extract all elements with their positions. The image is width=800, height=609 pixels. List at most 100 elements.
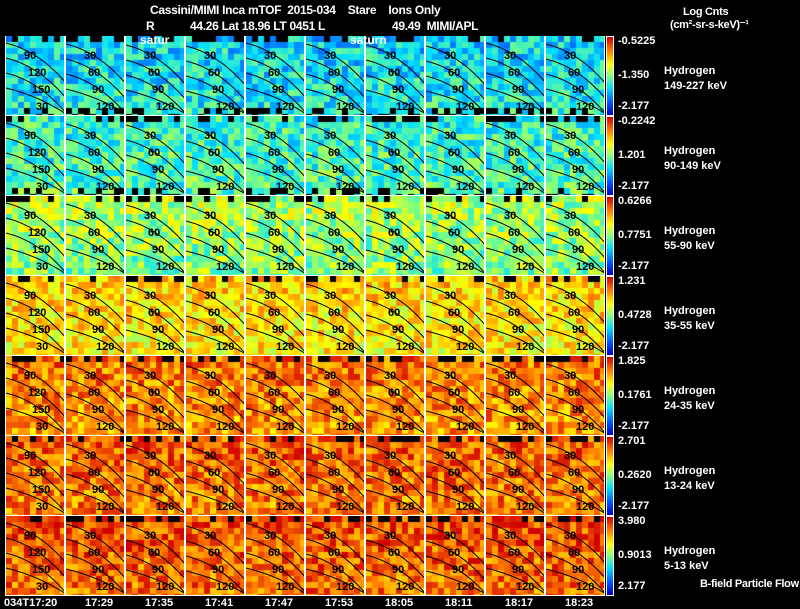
contour-label: 120 bbox=[336, 261, 355, 273]
contour-label: 120 bbox=[516, 581, 535, 593]
contour-lines bbox=[546, 363, 604, 434]
contour-label: 90 bbox=[92, 404, 105, 416]
image-panel: 30 60 90 120 bbox=[125, 516, 185, 596]
contour-label: 30 bbox=[144, 50, 157, 62]
image-panel: 30 60 90 120 bbox=[485, 276, 545, 356]
contour-label: 60 bbox=[208, 147, 221, 159]
channel-label: Hydrogen 5-13 keV bbox=[664, 544, 715, 574]
contour-label: 30 bbox=[264, 130, 277, 142]
contour-label: 60 bbox=[388, 67, 401, 79]
contour-label: 120 bbox=[276, 101, 295, 113]
contour-lines bbox=[6, 522, 64, 594]
contour-lines bbox=[306, 363, 364, 434]
image-panel: 30 60 90 120 bbox=[65, 436, 125, 516]
species-label: Hydrogen bbox=[664, 385, 716, 397]
orbit-info-l: 49.49 MIMI/APL bbox=[392, 19, 479, 33]
channel-label: Hydrogen 24-35 keV bbox=[664, 384, 715, 414]
colorbar-max-label: -0.5225 bbox=[618, 35, 656, 47]
species-label: Hydrogen bbox=[664, 465, 716, 477]
contour-lines bbox=[186, 205, 244, 274]
contour-label: 30 bbox=[204, 50, 217, 62]
energy-label: 149-227 keV bbox=[664, 80, 727, 92]
contour-label: 120 bbox=[28, 547, 47, 559]
species-label: Hydrogen bbox=[664, 305, 716, 317]
contour-lines bbox=[126, 204, 184, 274]
contour-lines bbox=[486, 122, 544, 194]
contour-label: 60 bbox=[268, 227, 281, 239]
contour-label: 90 bbox=[452, 324, 465, 336]
contour-label: 30 bbox=[204, 450, 217, 462]
contour-label: 120 bbox=[576, 581, 595, 593]
contour-label: 90 bbox=[212, 244, 225, 256]
contour-label: 90 bbox=[572, 404, 585, 416]
contour-lines bbox=[186, 445, 244, 514]
contour-label: 30 bbox=[36, 581, 49, 593]
contour-label: 90 bbox=[392, 244, 405, 256]
contour-lines bbox=[486, 522, 544, 594]
contour-label: 120 bbox=[216, 341, 235, 353]
contour-lines bbox=[6, 362, 64, 434]
colorbar-mid-label: 0.4728 bbox=[618, 309, 652, 321]
contour-label: 150 bbox=[32, 164, 51, 176]
contour-label: 90 bbox=[392, 404, 405, 416]
legend-bfield: B-field Particle Flow bbox=[700, 578, 799, 590]
image-panel: 90 120 150 30 bbox=[5, 116, 65, 196]
colorbar-min-label: -2.177 bbox=[618, 340, 650, 352]
contour-label: 90 bbox=[92, 564, 105, 576]
colorbar-max-label: -0.2242 bbox=[618, 115, 656, 127]
colorbar-mid-label: -1.350 bbox=[618, 69, 650, 81]
contour-lines bbox=[126, 44, 184, 114]
contour-label: 30 bbox=[444, 130, 457, 142]
contour-label: 90 bbox=[332, 164, 345, 176]
contour-lines bbox=[486, 442, 544, 514]
colorbar-max-label: 0.6266 bbox=[618, 195, 652, 207]
contour-lines bbox=[246, 522, 304, 594]
contour-lines bbox=[6, 42, 64, 114]
contour-lines bbox=[66, 123, 124, 194]
contour-label: 120 bbox=[28, 227, 47, 239]
colorbar-mid-label: 0.7751 bbox=[618, 229, 652, 241]
contour-lines bbox=[426, 285, 484, 354]
image-panel: 30 60 90 120 bbox=[185, 436, 245, 516]
time-tick-label: 17:41 bbox=[205, 597, 234, 609]
contour-lines bbox=[426, 365, 484, 434]
contour-label: 120 bbox=[516, 421, 535, 433]
image-panel: 90 120 150 30 bbox=[5, 436, 65, 516]
contour-label: 90 bbox=[24, 450, 37, 462]
colorbar-min-label: 2.177 bbox=[618, 580, 646, 592]
contour-label: 30 bbox=[504, 50, 517, 62]
channel-label: Hydrogen 55-90 keV bbox=[664, 224, 715, 254]
image-panel: 30 60 90 120 bbox=[485, 116, 545, 196]
contour-label: 120 bbox=[516, 501, 535, 513]
contour-label: 120 bbox=[456, 261, 475, 273]
contour-label: 30 bbox=[504, 530, 517, 542]
contour-label: 60 bbox=[568, 547, 581, 559]
contour-label: 120 bbox=[516, 181, 535, 193]
image-panel: 30 60 90 120 bbox=[365, 36, 425, 116]
channel-label: Hydrogen 13-24 keV bbox=[664, 464, 715, 494]
contour-lines bbox=[66, 523, 124, 594]
r-label: R bbox=[146, 19, 155, 33]
image-panel: 30 60 90 120 bbox=[245, 116, 305, 196]
contour-label: 120 bbox=[216, 261, 235, 273]
contour-label: 120 bbox=[336, 501, 355, 513]
contour-label: 150 bbox=[32, 84, 51, 96]
contour-label: 120 bbox=[516, 261, 535, 273]
image-panel: 30 60 90 120 bbox=[485, 196, 545, 276]
contour-lines bbox=[246, 42, 304, 114]
contour-label: 30 bbox=[144, 530, 157, 542]
image-panel: 30 60 90 120 bbox=[425, 196, 485, 276]
contour-label: 120 bbox=[336, 341, 355, 353]
contour-label: 90 bbox=[212, 404, 225, 416]
contour-lines bbox=[66, 363, 124, 434]
contour-lines bbox=[486, 42, 544, 114]
contour-label: 60 bbox=[388, 387, 401, 399]
contour-label: 90 bbox=[152, 244, 165, 256]
contour-lines bbox=[306, 123, 364, 194]
energy-label: 35-55 keV bbox=[664, 320, 715, 332]
image-panel: 30 60 90 120 bbox=[245, 276, 305, 356]
contour-label: 30 bbox=[504, 210, 517, 222]
image-panel: 30 60 90 120 bbox=[65, 276, 125, 356]
contour-lines bbox=[246, 282, 304, 354]
contour-label: 60 bbox=[88, 467, 101, 479]
